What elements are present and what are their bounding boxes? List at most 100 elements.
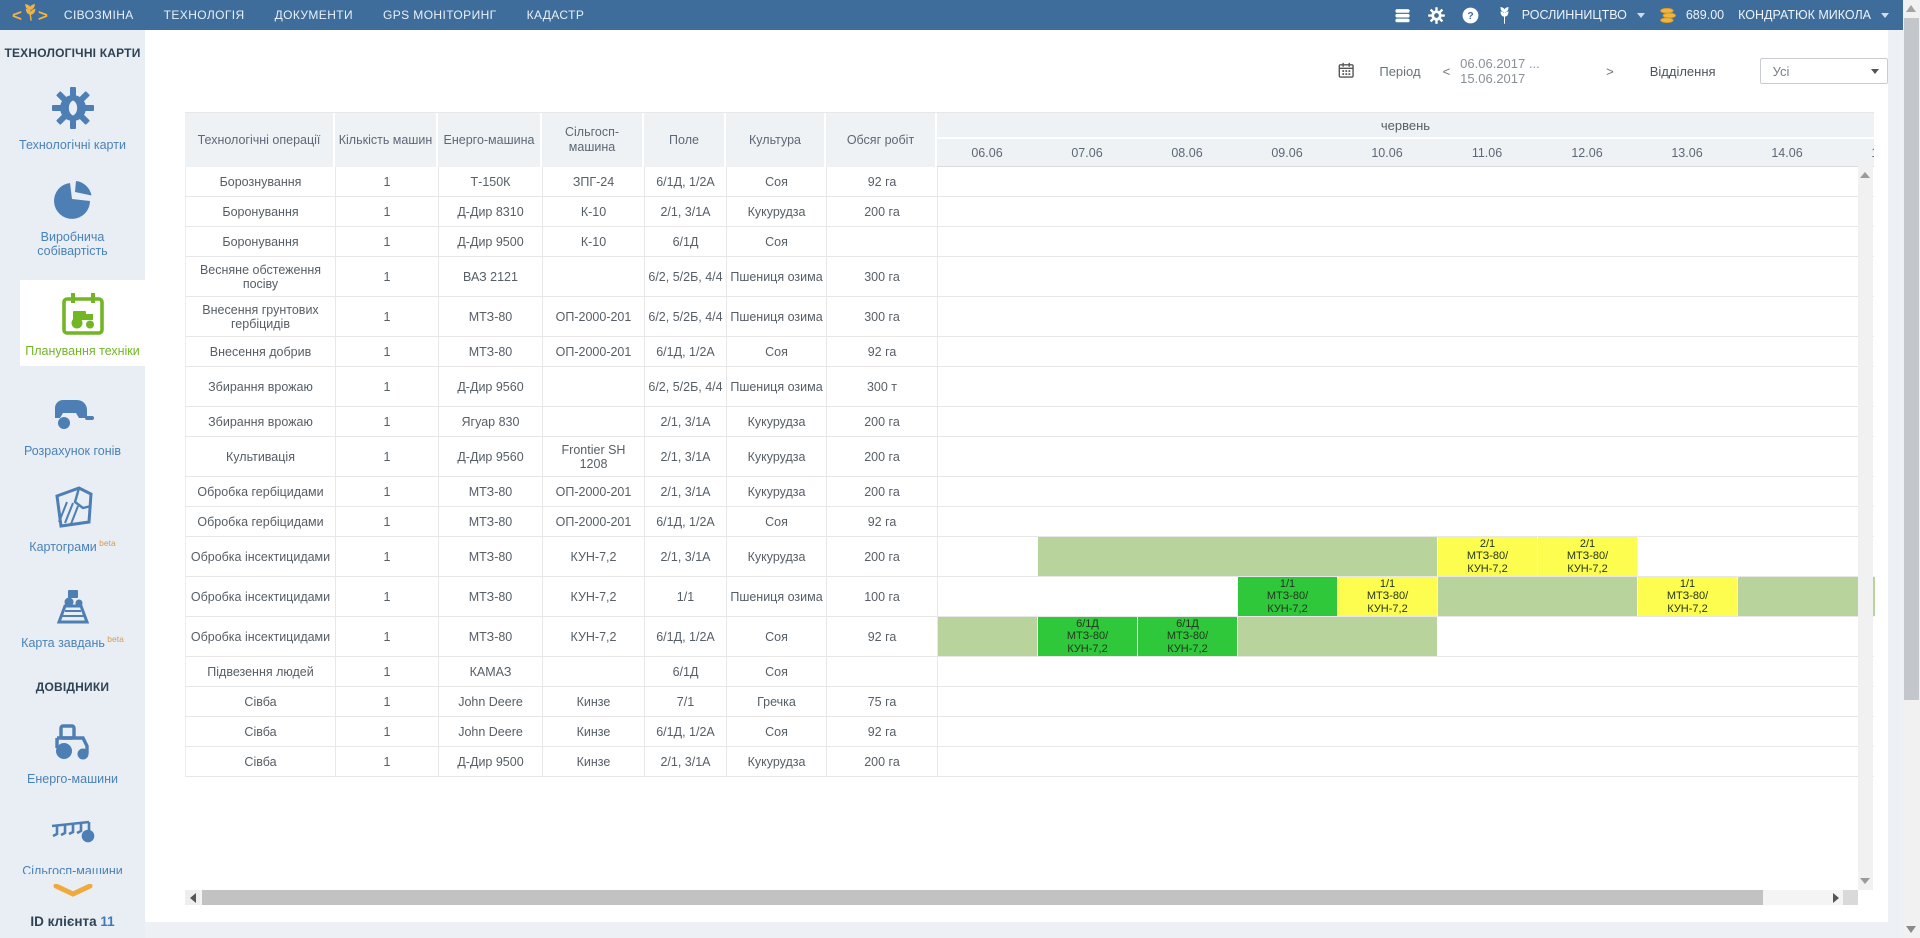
table-row[interactable]: Внесення добрив 1 МТЗ-80 ОП-2000-201 6/1Д, 1… (185, 337, 1874, 367)
sidebar-item-label: Енерго-машини (27, 772, 118, 787)
cell-sm: ОП-2000-201 (543, 337, 645, 366)
client-id-value: 11 (100, 914, 115, 930)
help-icon[interactable]: ? (1461, 5, 1481, 25)
gantt-bar-plan[interactable] (938, 617, 1038, 656)
page-scroll-down-icon[interactable] (1906, 926, 1916, 933)
gantt-bar-text: МТЗ-80/ (1266, 590, 1309, 603)
balance-group[interactable]: 689.00 (1659, 5, 1724, 25)
table-row[interactable]: Внесення грунтових гербіцидів 1 МТЗ-80 ОП-2… (185, 297, 1874, 337)
gantt-bar-done[interactable]: 1/1 МТЗ-80/КУН-7,2 (1238, 577, 1338, 616)
app-logo[interactable]: < > (12, 3, 48, 27)
sidebar-item-карта-завдань[interactable]: Карта завдань beta (0, 578, 145, 650)
user-menu[interactable]: КОНДРАТЮК МИКОЛА (1738, 8, 1889, 22)
period-range[interactable]: 06.06.2017 ... 15.06.2017 (1460, 56, 1540, 86)
gantt-bar-text: МТЗ-80/ (1166, 630, 1209, 643)
cell-qty: 1 (336, 407, 439, 436)
gantt-bar-scheduled[interactable]: 2/1 МТЗ-80/КУН-7,2 (1438, 537, 1538, 576)
scroll-left-button[interactable] (185, 890, 200, 905)
cell-op: Обробка гербіцидами (186, 507, 336, 536)
gantt-bar-scheduled[interactable]: 2/1 МТЗ-80/КУН-7,2 (1538, 537, 1638, 576)
nav-item-5[interactable]: КАДАСТР (526, 8, 585, 22)
department-label: Відділення (1649, 63, 1716, 79)
table-row[interactable]: Сівба 1 John Deere Кинзе 6/1Д, 1/2А Соя 92 га (185, 717, 1874, 747)
sidebar-item-сільгосп-машини[interactable]: Сільгосп-машини (0, 810, 145, 874)
scroll-up-icon[interactable] (1860, 172, 1870, 178)
sidebar-item-виробнича-собівартість[interactable]: Виробнича собівартість (0, 176, 145, 258)
table-row[interactable]: Культивація 1 Д-Дир 9560 Frontier SH 1208 2/… (185, 437, 1874, 477)
nav-item-3[interactable]: ДОКУМЕНТИ (274, 8, 354, 22)
gantt-bar-scheduled[interactable]: 1/1 МТЗ-80/КУН-7,2 (1338, 577, 1438, 616)
nav-item-2[interactable]: ТЕХНОЛОГІЯ (163, 8, 245, 22)
gantt-bar-plan[interactable] (1438, 577, 1638, 616)
gantt-bar-done[interactable]: 6/1Д МТЗ-80/КУН-7,2 (1138, 617, 1238, 656)
period-next-button[interactable]: > (1606, 63, 1614, 79)
horizontal-scrollbar-thumb[interactable] (202, 890, 1763, 905)
reports-icon[interactable] (1393, 5, 1413, 25)
gantt-row (938, 167, 1875, 196)
cell-qty: 1 (336, 297, 439, 336)
gantt-bar-plan[interactable] (1738, 577, 1875, 616)
table-row[interactable]: Обробка інсектицидами 1 МТЗ-80 КУН-7,2 6/1Д,… (185, 617, 1874, 657)
nav-item-1[interactable]: СІВОЗМІНА (63, 8, 134, 22)
sidebar-section-tech-maps: ТЕХНОЛОГІЧНІ КАРТИ (4, 46, 141, 60)
sidebar-item-технологічні-карти[interactable]: Технологічні карти (0, 84, 145, 152)
cell-sm: Кинзе (543, 717, 645, 746)
nav-item-4[interactable]: GPS МОНІТОРИНГ (383, 8, 497, 22)
beta-badge: beta (96, 538, 116, 548)
page-vertical-scrollbar[interactable] (1903, 0, 1920, 938)
table-row[interactable]: Збирання врожаю 1 Ягуар 830 2/1, 3/1А Кукуру… (185, 407, 1874, 437)
gantt-bar-plan[interactable] (1238, 617, 1438, 656)
scroll-down-icon[interactable] (1860, 878, 1870, 884)
gantt-bar-text: МТЗ-80/ (1566, 550, 1609, 563)
module-switcher[interactable]: РОСЛИННИЦТВО (1495, 5, 1645, 25)
cell-sm: ОП-2000-201 (543, 477, 645, 506)
cell-vol: 300 га (827, 257, 938, 296)
table-row[interactable]: Сівба 1 Д-Дир 9500 Кинзе 2/1, 3/1А Кукурудза 2… (185, 747, 1874, 777)
sidebar-item-розрахунок-гонів[interactable]: Розрахунок гонів (0, 390, 145, 458)
cell-crop: Соя (727, 507, 827, 536)
gantt-bar-text: МТЗ-80/ (1366, 590, 1409, 603)
gantt-row (938, 197, 1875, 226)
table-row[interactable]: Обробка гербіцидами 1 МТЗ-80 ОП-2000-201 2/1… (185, 477, 1874, 507)
cell-op: Підвезення людей (186, 657, 336, 686)
client-id: ID клієнта 11 (30, 914, 115, 930)
field-map-icon (49, 482, 97, 530)
page-scrollbar-thumb[interactable] (1904, 18, 1919, 700)
gantt-bar-done[interactable]: 6/1Д МТЗ-80/КУН-7,2 (1038, 617, 1138, 656)
page-scroll-up-icon[interactable] (1906, 5, 1916, 12)
table-row[interactable]: Борознування 1 Т-150К ЗПГ-24 6/1Д, 1/2А Соя 92… (185, 167, 1874, 197)
gear-icon[interactable] (1427, 5, 1447, 25)
cell-op: Сівба (186, 747, 336, 776)
horizontal-scrollbar[interactable] (185, 890, 1858, 905)
gantt-vertical-scrollbar[interactable] (1858, 166, 1873, 890)
gantt-bar-plan[interactable] (1038, 537, 1438, 576)
sidebar-item-картограми[interactable]: Картограми beta (0, 482, 145, 554)
gantt-bar-text: КУН-7,2 (1167, 642, 1208, 655)
table-row[interactable]: Сівба 1 John Deere Кинзе 7/1 Гречка 75 га (185, 687, 1874, 717)
cell-qty: 1 (336, 337, 439, 366)
table-row[interactable]: Боронування 1 Д-Дир 8310 К-10 2/1, 3/1А Кукур… (185, 197, 1874, 227)
expand-chevron-icon[interactable] (53, 883, 93, 902)
table-row[interactable]: Обробка інсектицидами 1 МТЗ-80 КУН-7,2 2/1, … (185, 537, 1874, 577)
table-row[interactable]: Підвезення людей 1 КАМАЗ 6/1Д Соя (185, 657, 1874, 687)
scroll-right-button[interactable] (1828, 890, 1843, 905)
gantt-bar-scheduled[interactable]: 1/1 МТЗ-80/КУН-7,2 (1638, 577, 1738, 616)
table-row[interactable]: Збирання врожаю 1 Д-Дир 9560 6/2, 5/2Б, 4/4… (185, 367, 1874, 407)
table-row[interactable]: Весняне обстеження посіву 1 ВАЗ 2121 6/2, 5… (185, 257, 1874, 297)
department-select[interactable]: Усі (1759, 58, 1888, 84)
cell-field: 6/1Д, 1/2А (645, 507, 727, 536)
table-row[interactable]: Обробка інсектицидами 1 МТЗ-80 КУН-7,2 1/1 Пш… (185, 577, 1875, 617)
sidebar-item-енерго-машини[interactable]: Енерго-машини (0, 718, 145, 786)
period-prev-button[interactable]: < (1442, 63, 1451, 79)
beta-badge: beta (104, 634, 124, 645)
table-row[interactable]: Обробка гербіцидами 1 МТЗ-80 ОП-2000-201 6/1… (185, 507, 1874, 537)
cell-field: 2/1, 3/1А (645, 477, 727, 506)
cell-op: Боронування (186, 197, 336, 226)
sidebar-item-планування-техніки[interactable]: Планування техніки (20, 280, 145, 366)
cell-qty: 1 (336, 507, 439, 536)
calendar-icon[interactable] (1337, 61, 1355, 81)
cell-em: Т-150К (439, 167, 543, 196)
cell-crop: Гречка (727, 687, 827, 716)
table-row[interactable]: Боронування 1 Д-Дир 9500 К-10 6/1Д Соя (185, 227, 1874, 257)
planning-table: Технологічні операції Кількість машин Енер… (185, 112, 1875, 777)
